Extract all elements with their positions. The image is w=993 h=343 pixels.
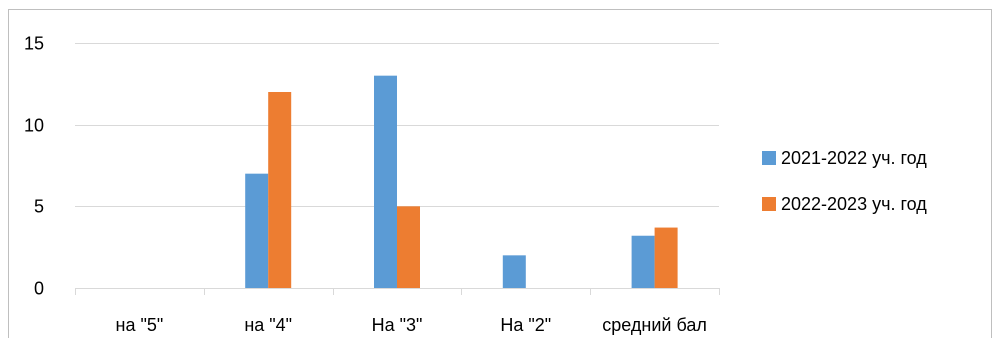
y-tick-label: 15 (24, 34, 44, 54)
legend-label: 2022-2023 уч. год (781, 194, 927, 214)
bar-series2 (654, 227, 678, 288)
x-category-label: на "5" (116, 315, 164, 335)
bar-series1 (245, 173, 269, 288)
bar-series2 (268, 92, 292, 288)
y-tick-label: 10 (24, 116, 44, 136)
y-tick-label: 5 (34, 197, 44, 217)
bar-series2 (397, 206, 420, 288)
bar-series1 (631, 235, 655, 288)
legend-swatch (762, 197, 776, 211)
bars (245, 75, 678, 289)
y-tick-label: 0 (34, 279, 44, 299)
axes: 0 5 10 15 на "5" на "4" На "3" На "2" средний ба… (24, 34, 720, 335)
chart-border (8, 9, 992, 343)
x-category-label: На "3" (372, 315, 423, 335)
legend: 2021-2022 уч. год 2022-2023 уч. год (762, 148, 927, 214)
legend-label: 2021-2022 уч. год (781, 148, 927, 168)
x-category-label: средний бал (602, 315, 707, 335)
legend-swatch (762, 151, 776, 165)
x-category-label: на "4" (244, 315, 292, 335)
x-category-label: На "2" (500, 315, 551, 335)
bar-series1 (374, 75, 397, 289)
bar-series1 (502, 255, 526, 288)
